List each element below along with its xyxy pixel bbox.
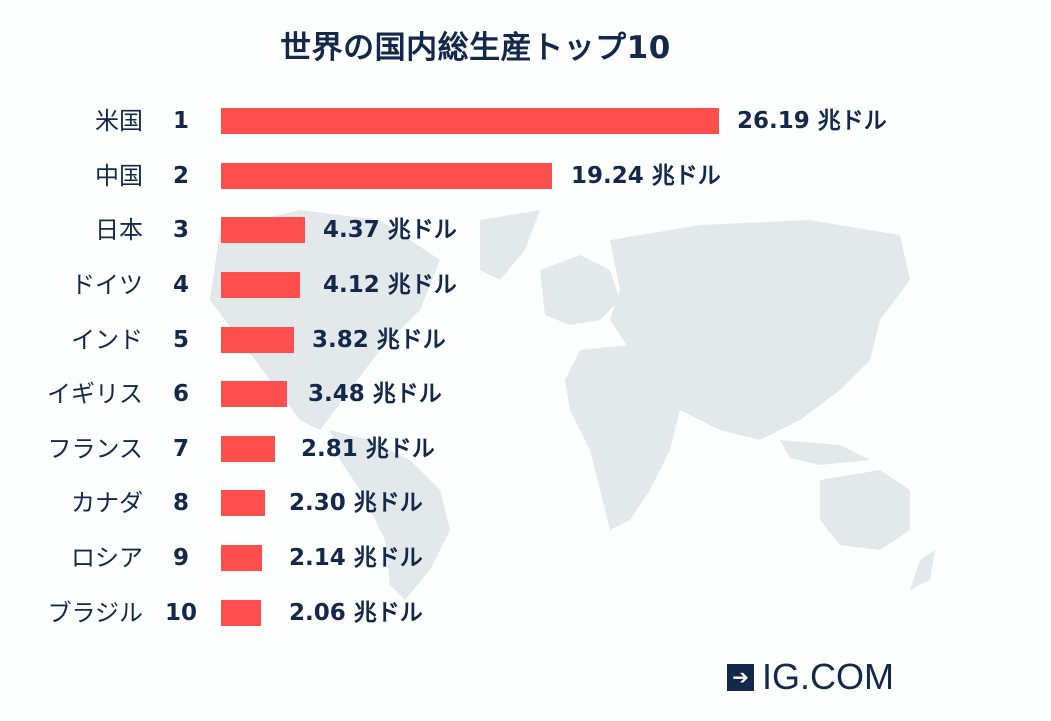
country-label: ロシア xyxy=(71,544,143,572)
bar-row: 日本 3 4.37 兆ドル xyxy=(0,216,1051,244)
country-label: フランス xyxy=(47,435,143,463)
rank-label: 7 xyxy=(172,436,189,462)
country-label: ドイツ xyxy=(71,271,143,299)
bar-row: カナダ 8 2.30 兆ドル xyxy=(0,489,1051,517)
logo-text: IG.COM xyxy=(762,656,894,697)
rank-label: 6 xyxy=(172,381,189,407)
gdp-bar xyxy=(221,490,265,516)
country-label: ブラジル xyxy=(47,599,143,627)
world-map-icon xyxy=(210,210,935,600)
gdp-bar xyxy=(221,600,261,626)
bar-row: ドイツ 4 4.12 兆ドル xyxy=(0,271,1051,299)
rank-label: 8 xyxy=(172,490,189,516)
value-label: 19.24 兆ドル xyxy=(571,163,721,189)
value-label: 2.06 兆ドル xyxy=(289,600,423,626)
bar-row: ブラジル 10 2.06 兆ドル xyxy=(0,599,1051,627)
gdp-bar xyxy=(221,108,719,134)
value-label: 3.48 兆ドル xyxy=(308,381,442,407)
rank-label: 5 xyxy=(172,327,189,353)
rank-label: 4 xyxy=(172,272,189,298)
gdp-bar xyxy=(221,163,552,189)
value-label: 4.12 兆ドル xyxy=(323,272,457,298)
bar-row: 中国 2 19.24 兆ドル xyxy=(0,162,1051,190)
value-label: 2.81 兆ドル xyxy=(301,436,435,462)
gdp-bar xyxy=(221,272,300,298)
value-label: 26.19 兆ドル xyxy=(737,108,887,134)
gdp-bar xyxy=(221,381,287,407)
country-label: 米国 xyxy=(95,107,143,135)
value-label: 2.14 兆ドル xyxy=(289,545,423,571)
bar-row: イギリス 6 3.48 兆ドル xyxy=(0,380,1051,408)
chart-title: 世界の国内総生産トップ10 xyxy=(0,22,1051,67)
rank-label: 3 xyxy=(172,217,189,243)
gdp-bar xyxy=(221,436,275,462)
country-label: イギリス xyxy=(47,380,143,408)
country-label: 日本 xyxy=(95,216,143,244)
ig-logo: ➔ IG.COM xyxy=(727,656,894,697)
value-label: 3.82 兆ドル xyxy=(312,327,446,353)
bar-row: ロシア 9 2.14 兆ドル xyxy=(0,544,1051,572)
gdp-bar xyxy=(221,327,294,353)
gdp-bar xyxy=(221,217,305,243)
chart-title-text: 世界の国内総生産トップ10 xyxy=(280,30,671,66)
bar-row: フランス 7 2.81 兆ドル xyxy=(0,435,1051,463)
country-label: インド xyxy=(71,326,143,354)
value-label: 2.30 兆ドル xyxy=(289,490,423,516)
world-map-background xyxy=(180,190,940,630)
rank-label: 10 xyxy=(165,600,198,626)
rank-label: 1 xyxy=(172,108,189,134)
bar-row: 米国 1 26.19 兆ドル xyxy=(0,107,1051,135)
rank-label: 9 xyxy=(172,545,189,571)
country-label: カナダ xyxy=(71,489,143,517)
rank-label: 2 xyxy=(172,163,189,189)
gdp-bar xyxy=(221,545,262,571)
value-label: 4.37 兆ドル xyxy=(323,217,457,243)
arrow-right-icon: ➔ xyxy=(727,663,754,691)
bar-row: インド 5 3.82 兆ドル xyxy=(0,326,1051,354)
country-label: 中国 xyxy=(95,162,143,190)
